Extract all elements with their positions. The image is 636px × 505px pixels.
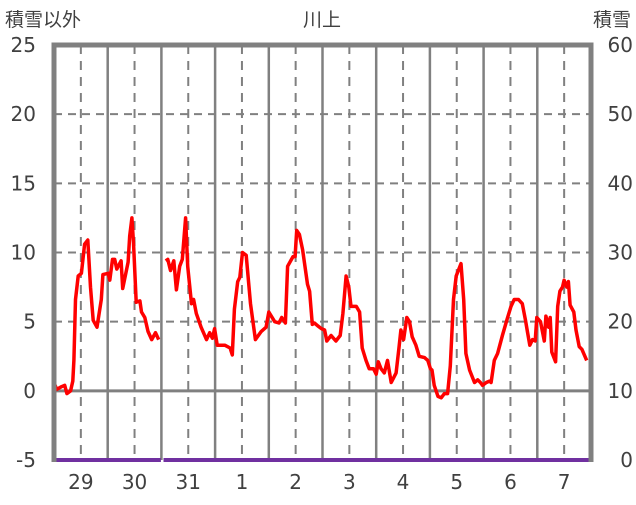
x-tick-label: 7	[558, 470, 571, 494]
y-right-tick-label: 20	[608, 310, 633, 334]
grid	[54, 45, 591, 460]
y-left-tick-label: 5	[23, 310, 36, 334]
x-tick-label: 6	[504, 470, 517, 494]
plot-border	[51, 42, 594, 462]
x-tick-label: 31	[176, 470, 201, 494]
y-left-tick-label: 25	[11, 33, 36, 57]
y-right-tick-label: 50	[608, 102, 633, 126]
series-line-non-snow	[52, 216, 161, 396]
y-right-tick-label: 30	[608, 241, 633, 265]
x-tick-label: 1	[236, 470, 249, 494]
left-axis-title: 積雪以外	[5, 9, 81, 31]
chart-title: 川上	[303, 9, 341, 31]
x-tick-label: 29	[68, 470, 93, 494]
x-tick-label: 4	[397, 470, 410, 494]
x-tick-label: 3	[343, 470, 356, 494]
y-left-tick-label: 10	[11, 241, 36, 265]
y-left-tick-label: 15	[11, 171, 36, 195]
x-tick-label: 30	[122, 470, 147, 494]
y-right-tick-label: 10	[608, 379, 633, 403]
x-tick-label: 5	[450, 470, 463, 494]
right-axis-title: 積雪	[593, 9, 631, 31]
y-left-tick-label: 0	[23, 379, 36, 403]
tick-labels: -5 0 5 10 15 20 25 0 10 20 30 40 50 60 29 30 31 1 2 3 4 5 6 7	[11, 33, 633, 494]
y-left-tick-label: -5	[16, 448, 36, 472]
y-right-tick-label: 40	[608, 171, 633, 195]
y-right-tick-label: 60	[608, 33, 633, 57]
series-line-non-snow	[164, 216, 589, 400]
series-layer	[52, 216, 591, 462]
y-right-tick-label: 0	[620, 448, 633, 472]
plot-frame	[51, 42, 594, 462]
y-left-tick-label: 20	[11, 102, 36, 126]
x-tick-label: 2	[289, 470, 302, 494]
